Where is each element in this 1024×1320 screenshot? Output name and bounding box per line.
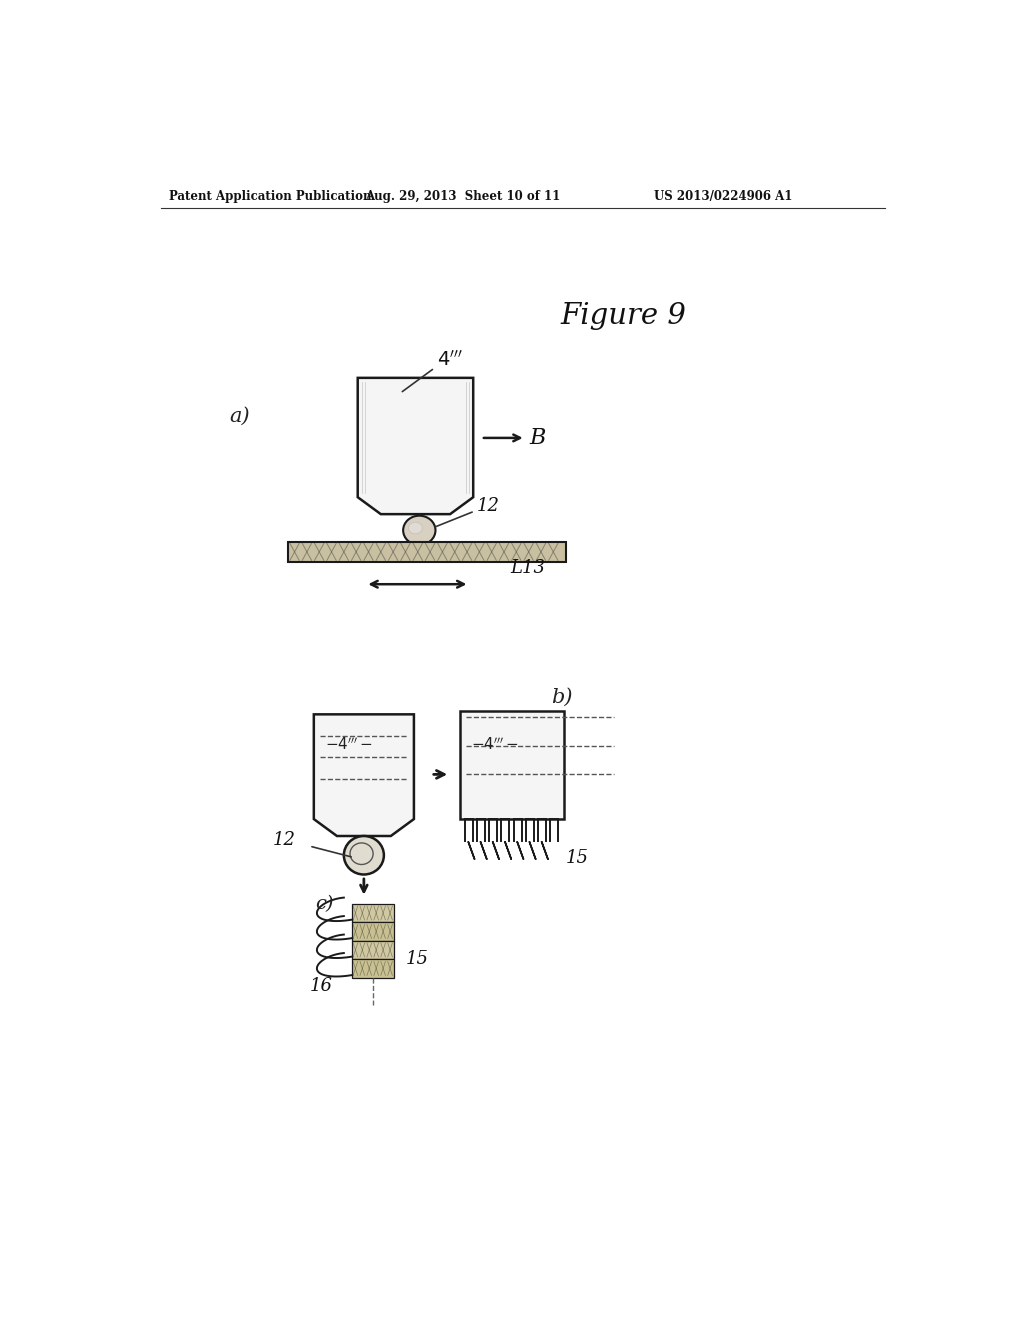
Ellipse shape [344, 836, 384, 875]
Text: B: B [529, 426, 546, 449]
Text: Figure 9: Figure 9 [560, 302, 686, 330]
Polygon shape [313, 714, 414, 836]
Text: $-4^{\prime\prime\prime}-$: $-4^{\prime\prime\prime}-$ [325, 737, 373, 754]
Text: c): c) [315, 895, 334, 912]
Text: L13: L13 [510, 560, 545, 577]
Polygon shape [351, 960, 394, 978]
Text: b): b) [551, 688, 572, 708]
Polygon shape [460, 711, 564, 818]
Text: 15: 15 [407, 950, 429, 968]
Polygon shape [351, 904, 394, 923]
Ellipse shape [409, 523, 422, 533]
Polygon shape [289, 543, 565, 562]
Text: 12: 12 [273, 830, 296, 849]
Ellipse shape [403, 516, 435, 545]
Polygon shape [351, 941, 394, 960]
Text: 16: 16 [310, 977, 333, 995]
Text: Patent Application Publication: Patent Application Publication [169, 190, 372, 203]
Text: 15: 15 [565, 849, 589, 866]
Text: 12: 12 [477, 498, 500, 515]
Text: $-4^{\prime\prime\prime}-$: $-4^{\prime\prime\prime}-$ [471, 737, 519, 754]
Text: US 2013/0224906 A1: US 2013/0224906 A1 [654, 190, 793, 203]
Polygon shape [357, 378, 473, 515]
Text: Aug. 29, 2013  Sheet 10 of 11: Aug. 29, 2013 Sheet 10 of 11 [366, 190, 561, 203]
Text: a): a) [229, 407, 250, 426]
Polygon shape [351, 923, 394, 941]
Text: $4^{\prime\prime\prime}$: $4^{\prime\prime\prime}$ [437, 350, 463, 370]
